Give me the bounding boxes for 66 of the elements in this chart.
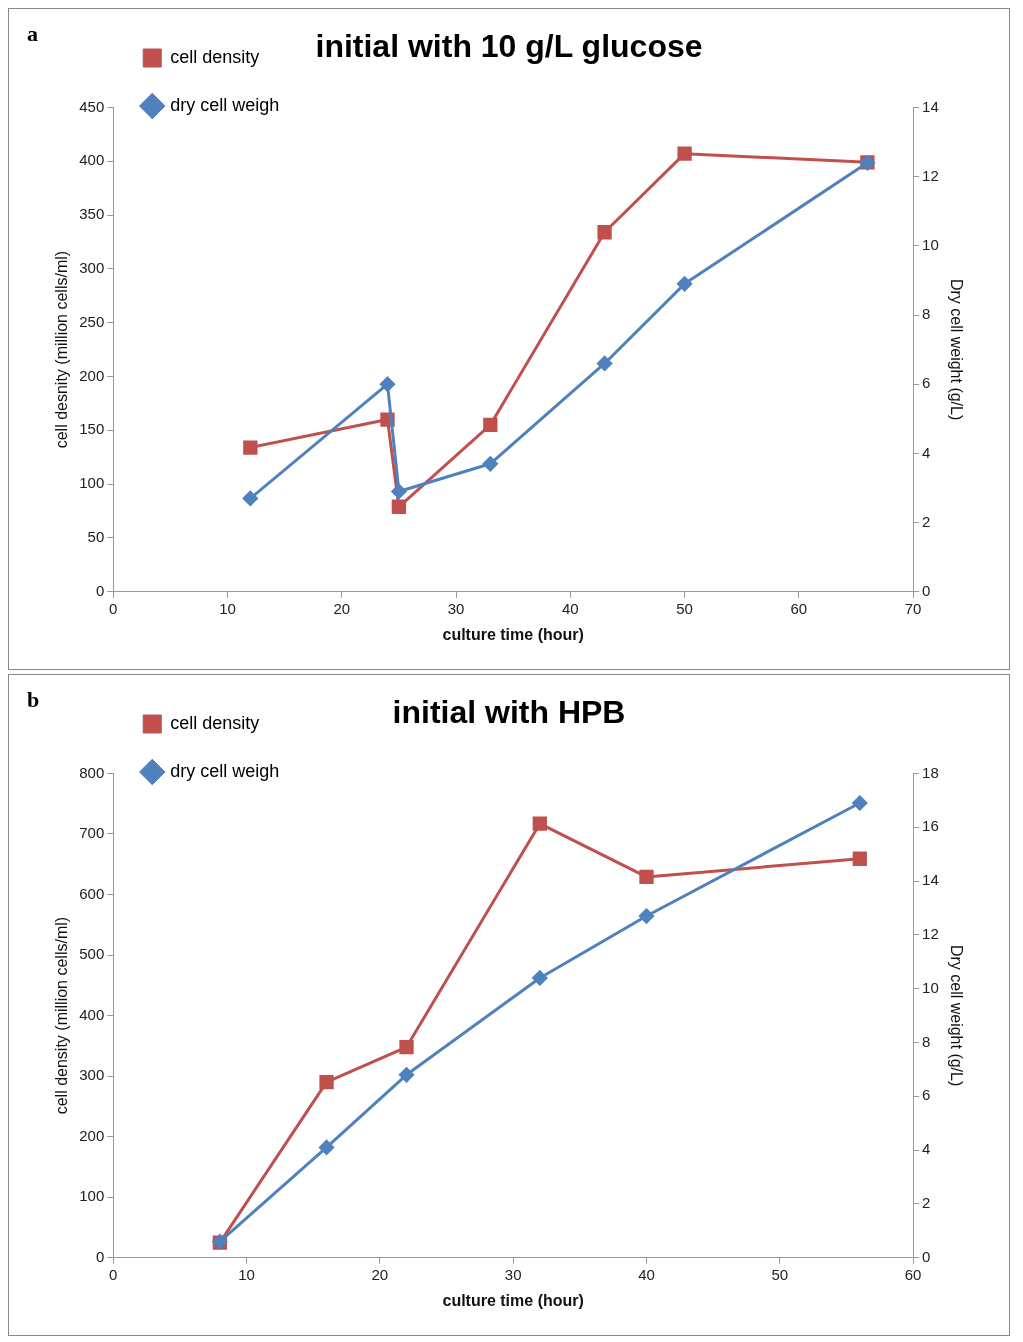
x-axis-title: culture time (hour) <box>442 1291 584 1309</box>
y2-tick-label: 8 <box>922 305 931 323</box>
y-tick-label: 200 <box>79 366 105 384</box>
y2-axis-title: Dry cell weight (g/L) <box>947 944 965 1087</box>
y-tick-label: 400 <box>79 1005 105 1023</box>
y-tick-label: 600 <box>79 884 105 902</box>
x-tick-label: 30 <box>447 599 465 617</box>
x-tick-label: 60 <box>790 599 808 617</box>
y2-tick-label: 2 <box>922 1194 931 1212</box>
x-tick-label: 30 <box>504 1265 522 1283</box>
legend-label: dry cell weigh <box>170 94 280 115</box>
x-tick-label: 40 <box>561 599 579 617</box>
y-tick-label: 250 <box>79 312 105 330</box>
y-tick-label: 150 <box>79 420 105 438</box>
y-tick-label: 800 <box>79 763 105 781</box>
y-axis-title: cell density (million cells/ml) <box>53 916 71 1115</box>
y-tick-label: 700 <box>79 824 105 842</box>
y2-tick-label: 16 <box>922 817 939 835</box>
y2-tick-label: 14 <box>922 871 939 889</box>
y2-tick-label: 0 <box>922 1247 931 1265</box>
x-tick-label: 20 <box>371 1265 389 1283</box>
y2-tick-label: 6 <box>922 374 931 392</box>
legend-label: cell density <box>170 46 260 67</box>
legend-label: dry cell weigh <box>170 760 280 781</box>
y-tick-label: 400 <box>79 151 105 169</box>
chart-title: initial with 10 g/L glucose <box>315 28 703 65</box>
y-tick-label: 0 <box>95 1247 105 1265</box>
x-tick-label: 10 <box>219 599 236 617</box>
x-tick-label: 40 <box>638 1265 655 1283</box>
y2-tick-label: 4 <box>922 1140 931 1158</box>
y-tick-label: 200 <box>79 1126 105 1144</box>
y-tick-label: 0 <box>95 581 105 599</box>
y2-axis-title: Dry cell weight (g/L) <box>947 278 965 421</box>
x-tick-label: 70 <box>904 599 922 617</box>
y-tick-label: 100 <box>79 1187 105 1205</box>
y2-tick-label: 10 <box>922 978 939 996</box>
y-tick-label: 300 <box>79 1066 105 1084</box>
y-axis-title: cell desnity (million cells/ml) <box>53 250 71 449</box>
y-tick-label: 300 <box>79 259 105 277</box>
x-tick-label: 20 <box>333 599 351 617</box>
y-tick-label: 350 <box>79 205 105 223</box>
y-tick-label: 500 <box>79 945 105 963</box>
text: a <box>27 21 38 47</box>
y2-tick-label: 8 <box>922 1032 931 1050</box>
x-tick-label: 50 <box>771 1265 789 1283</box>
y-tick-label: 50 <box>87 528 105 546</box>
x-axis-title: culture time (hour) <box>442 625 584 643</box>
y2-tick-label: 12 <box>922 166 939 184</box>
x-tick-label: 60 <box>904 1265 922 1283</box>
x-tick-label: 10 <box>238 1265 255 1283</box>
legend-label: cell density <box>170 712 260 733</box>
y-tick-label: 450 <box>79 97 105 115</box>
x-tick-label: 0 <box>109 599 118 617</box>
y-tick-label: 100 <box>79 474 105 492</box>
y2-tick-label: 12 <box>922 925 939 943</box>
y2-tick-label: 10 <box>922 235 939 253</box>
y2-tick-label: 2 <box>922 512 931 530</box>
y2-tick-label: 14 <box>922 97 939 115</box>
x-tick-label: 50 <box>676 599 693 617</box>
chart-title: initial with HPB <box>392 694 626 731</box>
y2-tick-label: 0 <box>922 581 931 599</box>
text: b <box>27 687 40 713</box>
y2-tick-label: 6 <box>922 1086 931 1104</box>
y2-tick-label: 18 <box>922 763 939 781</box>
x-tick-label: 0 <box>109 1265 118 1283</box>
y2-tick-label: 4 <box>922 443 931 461</box>
